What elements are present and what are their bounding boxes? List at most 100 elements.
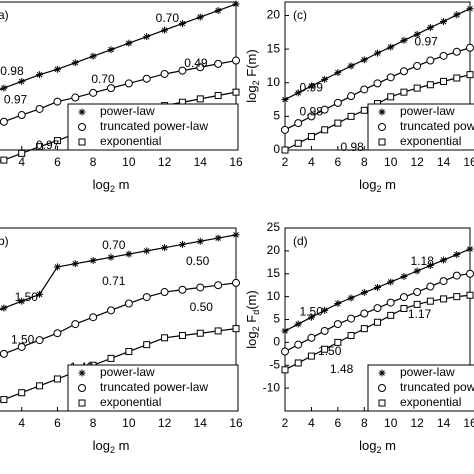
marker-circle: [124, 299, 133, 308]
star-stroke: [348, 63, 354, 69]
marker-square: [360, 106, 368, 114]
marker-star: [426, 262, 434, 270]
marker-circle: [378, 384, 386, 392]
marker-circle: [347, 92, 356, 101]
star-stroke: [79, 109, 85, 115]
legend-label: truncated power-law: [400, 380, 474, 394]
star-stroke: [401, 273, 407, 280]
marker-circle: [0, 117, 8, 126]
marker-square: [294, 139, 302, 147]
star-stroke: [79, 370, 85, 376]
marker-square: [214, 327, 222, 335]
marker-square: [232, 88, 240, 96]
marker-star: [400, 272, 408, 280]
marker-star: [125, 250, 133, 258]
marker-circle: [214, 281, 223, 290]
slope-annotation: 1.48: [330, 362, 354, 376]
x-tick-label: 6: [54, 155, 61, 169]
subscript: 2: [251, 80, 261, 85]
label-part: F(m): [244, 49, 259, 80]
slope-annotation: 1.18: [411, 254, 435, 268]
marker-circle: [281, 347, 289, 356]
marker-square: [107, 354, 115, 362]
panel-label: (d): [293, 234, 308, 248]
star-stroke: [143, 33, 150, 40]
marker-square: [440, 295, 448, 303]
x-tick-label: 2: [282, 155, 289, 169]
marker-square: [413, 84, 421, 92]
subscript: 2: [110, 445, 115, 455]
label-part: log: [244, 331, 259, 348]
x-tick-label: 8: [361, 155, 368, 169]
marker-circle: [89, 88, 98, 97]
marker-star: [125, 39, 133, 47]
marker-circle: [360, 309, 369, 318]
legend-box: [67, 364, 239, 412]
x-tick-label: 16: [229, 416, 243, 430]
marker-star: [426, 24, 434, 32]
marker-star: [214, 7, 222, 15]
marker-star: [334, 69, 342, 77]
slope-annotation: 0.98: [0, 64, 24, 78]
marker-square: [232, 325, 240, 333]
marker-star: [360, 56, 368, 64]
star-stroke: [161, 244, 168, 251]
star-stroke: [308, 83, 315, 89]
marker-square: [36, 382, 44, 390]
legend-label: exponential: [400, 134, 461, 148]
marker-star: [161, 26, 169, 34]
x-tick-label: 2: [282, 416, 289, 430]
subscript: 2: [376, 184, 381, 194]
slope-annotation: 0.97: [4, 92, 28, 106]
marker-circle: [452, 47, 461, 56]
star-stroke: [36, 71, 43, 78]
legend-label: truncated power-law: [100, 380, 208, 394]
marker-star: [107, 253, 115, 261]
star-stroke: [90, 53, 96, 60]
x-tick-label: 12: [158, 155, 172, 169]
legend-label: power-law: [100, 104, 155, 118]
marker-star: [387, 278, 395, 286]
x-tick-label: 12: [410, 416, 424, 430]
marker-star: [36, 290, 44, 298]
slope-annotation: 1.50: [11, 332, 35, 346]
marker-circle: [320, 326, 329, 335]
marker-star: [18, 297, 26, 305]
y-tick-label: -5: [269, 357, 280, 371]
legend-label: exponential: [100, 134, 161, 148]
marker-circle: [53, 97, 62, 106]
marker-square: [400, 88, 408, 96]
star-stroke: [126, 40, 132, 46]
marker-square: [143, 341, 151, 349]
marker-square: [466, 291, 474, 299]
marker-circle: [320, 105, 329, 114]
slope-annotation: 0.70: [91, 72, 115, 86]
star-stroke: [387, 44, 394, 50]
marker-square: [0, 156, 8, 164]
slope-annotation: 1.50: [318, 344, 342, 358]
star-stroke: [126, 251, 132, 257]
marker-square: [321, 126, 329, 134]
star-stroke: [401, 37, 407, 44]
marker-circle: [426, 56, 435, 65]
marker-circle: [107, 84, 115, 93]
x-tick-label: 16: [229, 155, 243, 169]
label-part: log: [93, 177, 110, 192]
x-tick-label: 16: [463, 416, 474, 430]
y-tick-label: 5: [273, 109, 280, 123]
marker-circle: [53, 329, 62, 338]
marker-circle: [17, 342, 26, 351]
x-tick-label: 6: [54, 416, 61, 430]
marker-square: [125, 348, 133, 356]
y-tick-label: 0: [273, 142, 280, 156]
marker-circle: [399, 67, 408, 76]
marker-circle: [294, 340, 303, 349]
marker-star: [0, 304, 8, 312]
axis-label: log2 Fd(m): [244, 290, 261, 348]
star-stroke: [295, 90, 302, 96]
x-tick-label: 6: [335, 155, 342, 169]
x-tick-label: 14: [437, 155, 451, 169]
marker-circle: [373, 304, 382, 313]
star-stroke: [427, 262, 434, 269]
x-tick-label: 10: [122, 416, 136, 430]
